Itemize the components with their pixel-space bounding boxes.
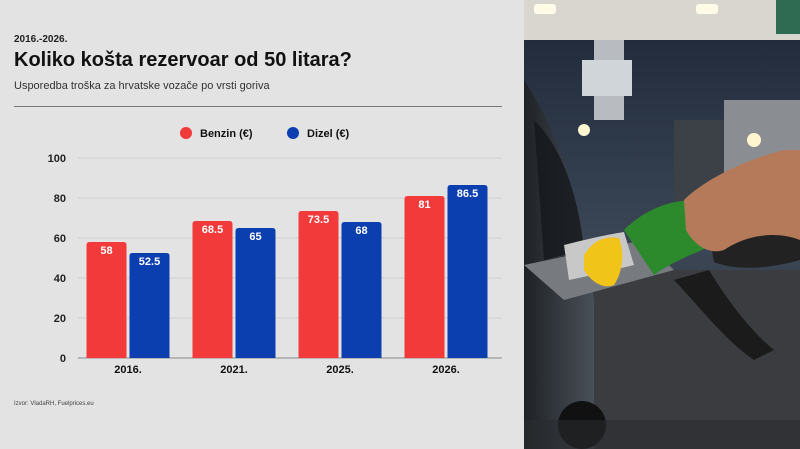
fuel-pump-photo [524,0,800,449]
bar [404,196,445,358]
x-tick-label: 2021. [220,364,248,376]
chart-panel: 2016.-2026. Koliko košta rezervoar od 50… [14,34,502,407]
bar-value-label: 68.5 [202,224,223,236]
bar [129,253,170,358]
bar [86,242,127,358]
x-tick-label: 2026. [432,364,460,376]
legend-label: Dizel (€) [307,128,350,140]
bar-value-label: 58 [100,245,112,257]
bar-value-label: 68 [355,225,367,237]
y-tick-label: 80 [54,193,66,205]
header-divider [14,106,502,107]
page-title: Koliko košta rezervoar od 50 litara? [14,49,352,71]
bar [447,185,488,358]
x-tick-label: 2016. [114,364,142,376]
bar [298,211,339,358]
bar-value-label: 65 [249,231,261,243]
page-subtitle: Usporedba troška za hrvatske vozače po v… [14,80,270,92]
date-range: 2016.-2026. [14,34,68,45]
fuel-nozzle-image [524,0,800,449]
bar [235,228,276,358]
y-tick-label: 40 [54,273,66,285]
bar-value-label: 86.5 [457,188,478,200]
x-tick-label: 2025. [326,364,354,376]
legend-label: Benzin (€) [200,128,253,140]
bar-value-label: 73.5 [308,214,329,226]
bar-chart: 0 20 40 60 80 100 Benzin (€) Dizel (€) 58 52.5 201… [48,127,502,376]
legend-swatch [287,127,299,139]
y-tick-label: 20 [54,313,66,325]
legend-swatch [180,127,192,139]
y-tick-label: 100 [48,153,66,165]
bar-value-label: 81 [418,199,430,211]
source-note: Izvor: VladaRH, Fuelprices.eu [14,401,94,407]
bar [341,222,382,358]
bar-value-label: 52.5 [139,256,160,268]
y-tick-label: 60 [54,233,66,245]
bar [192,221,233,358]
y-tick-label: 0 [60,353,66,365]
